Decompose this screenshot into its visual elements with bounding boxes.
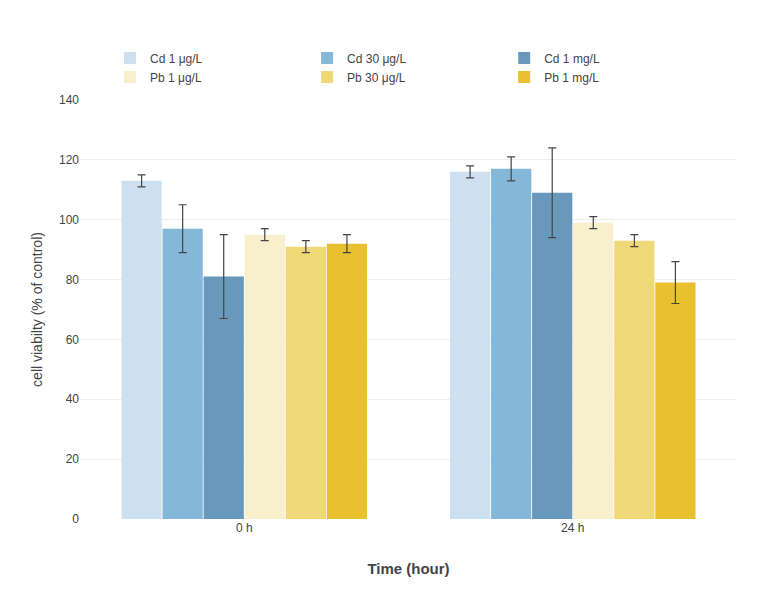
svg-text:cell viabilty (% of control): cell viabilty (% of control) — [29, 232, 45, 387]
svg-text:120: 120 — [59, 153, 79, 167]
svg-text:0 h: 0 h — [236, 521, 253, 535]
svg-text:Cd 30 μg/L: Cd 30 μg/L — [347, 52, 406, 66]
svg-text:60: 60 — [66, 333, 80, 347]
svg-text:Cd 1 μg/L: Cd 1 μg/L — [150, 52, 203, 66]
svg-text:24 h: 24 h — [561, 521, 584, 535]
svg-text:140: 140 — [59, 93, 79, 107]
svg-text:20: 20 — [66, 452, 80, 466]
svg-text:40: 40 — [66, 392, 80, 406]
svg-text:Pb 1 mg/L: Pb 1 mg/L — [544, 71, 599, 85]
svg-text:Time (hour): Time (hour) — [367, 560, 449, 577]
svg-text:80: 80 — [66, 273, 80, 287]
svg-text:Pb 1 μg/L: Pb 1 μg/L — [150, 71, 202, 85]
svg-text:0: 0 — [72, 512, 79, 526]
svg-text:Cd 1 mg/L: Cd 1 mg/L — [544, 52, 600, 66]
svg-text:Pb 30 μg/L: Pb 30 μg/L — [347, 71, 406, 85]
svg-text:100: 100 — [59, 213, 79, 227]
